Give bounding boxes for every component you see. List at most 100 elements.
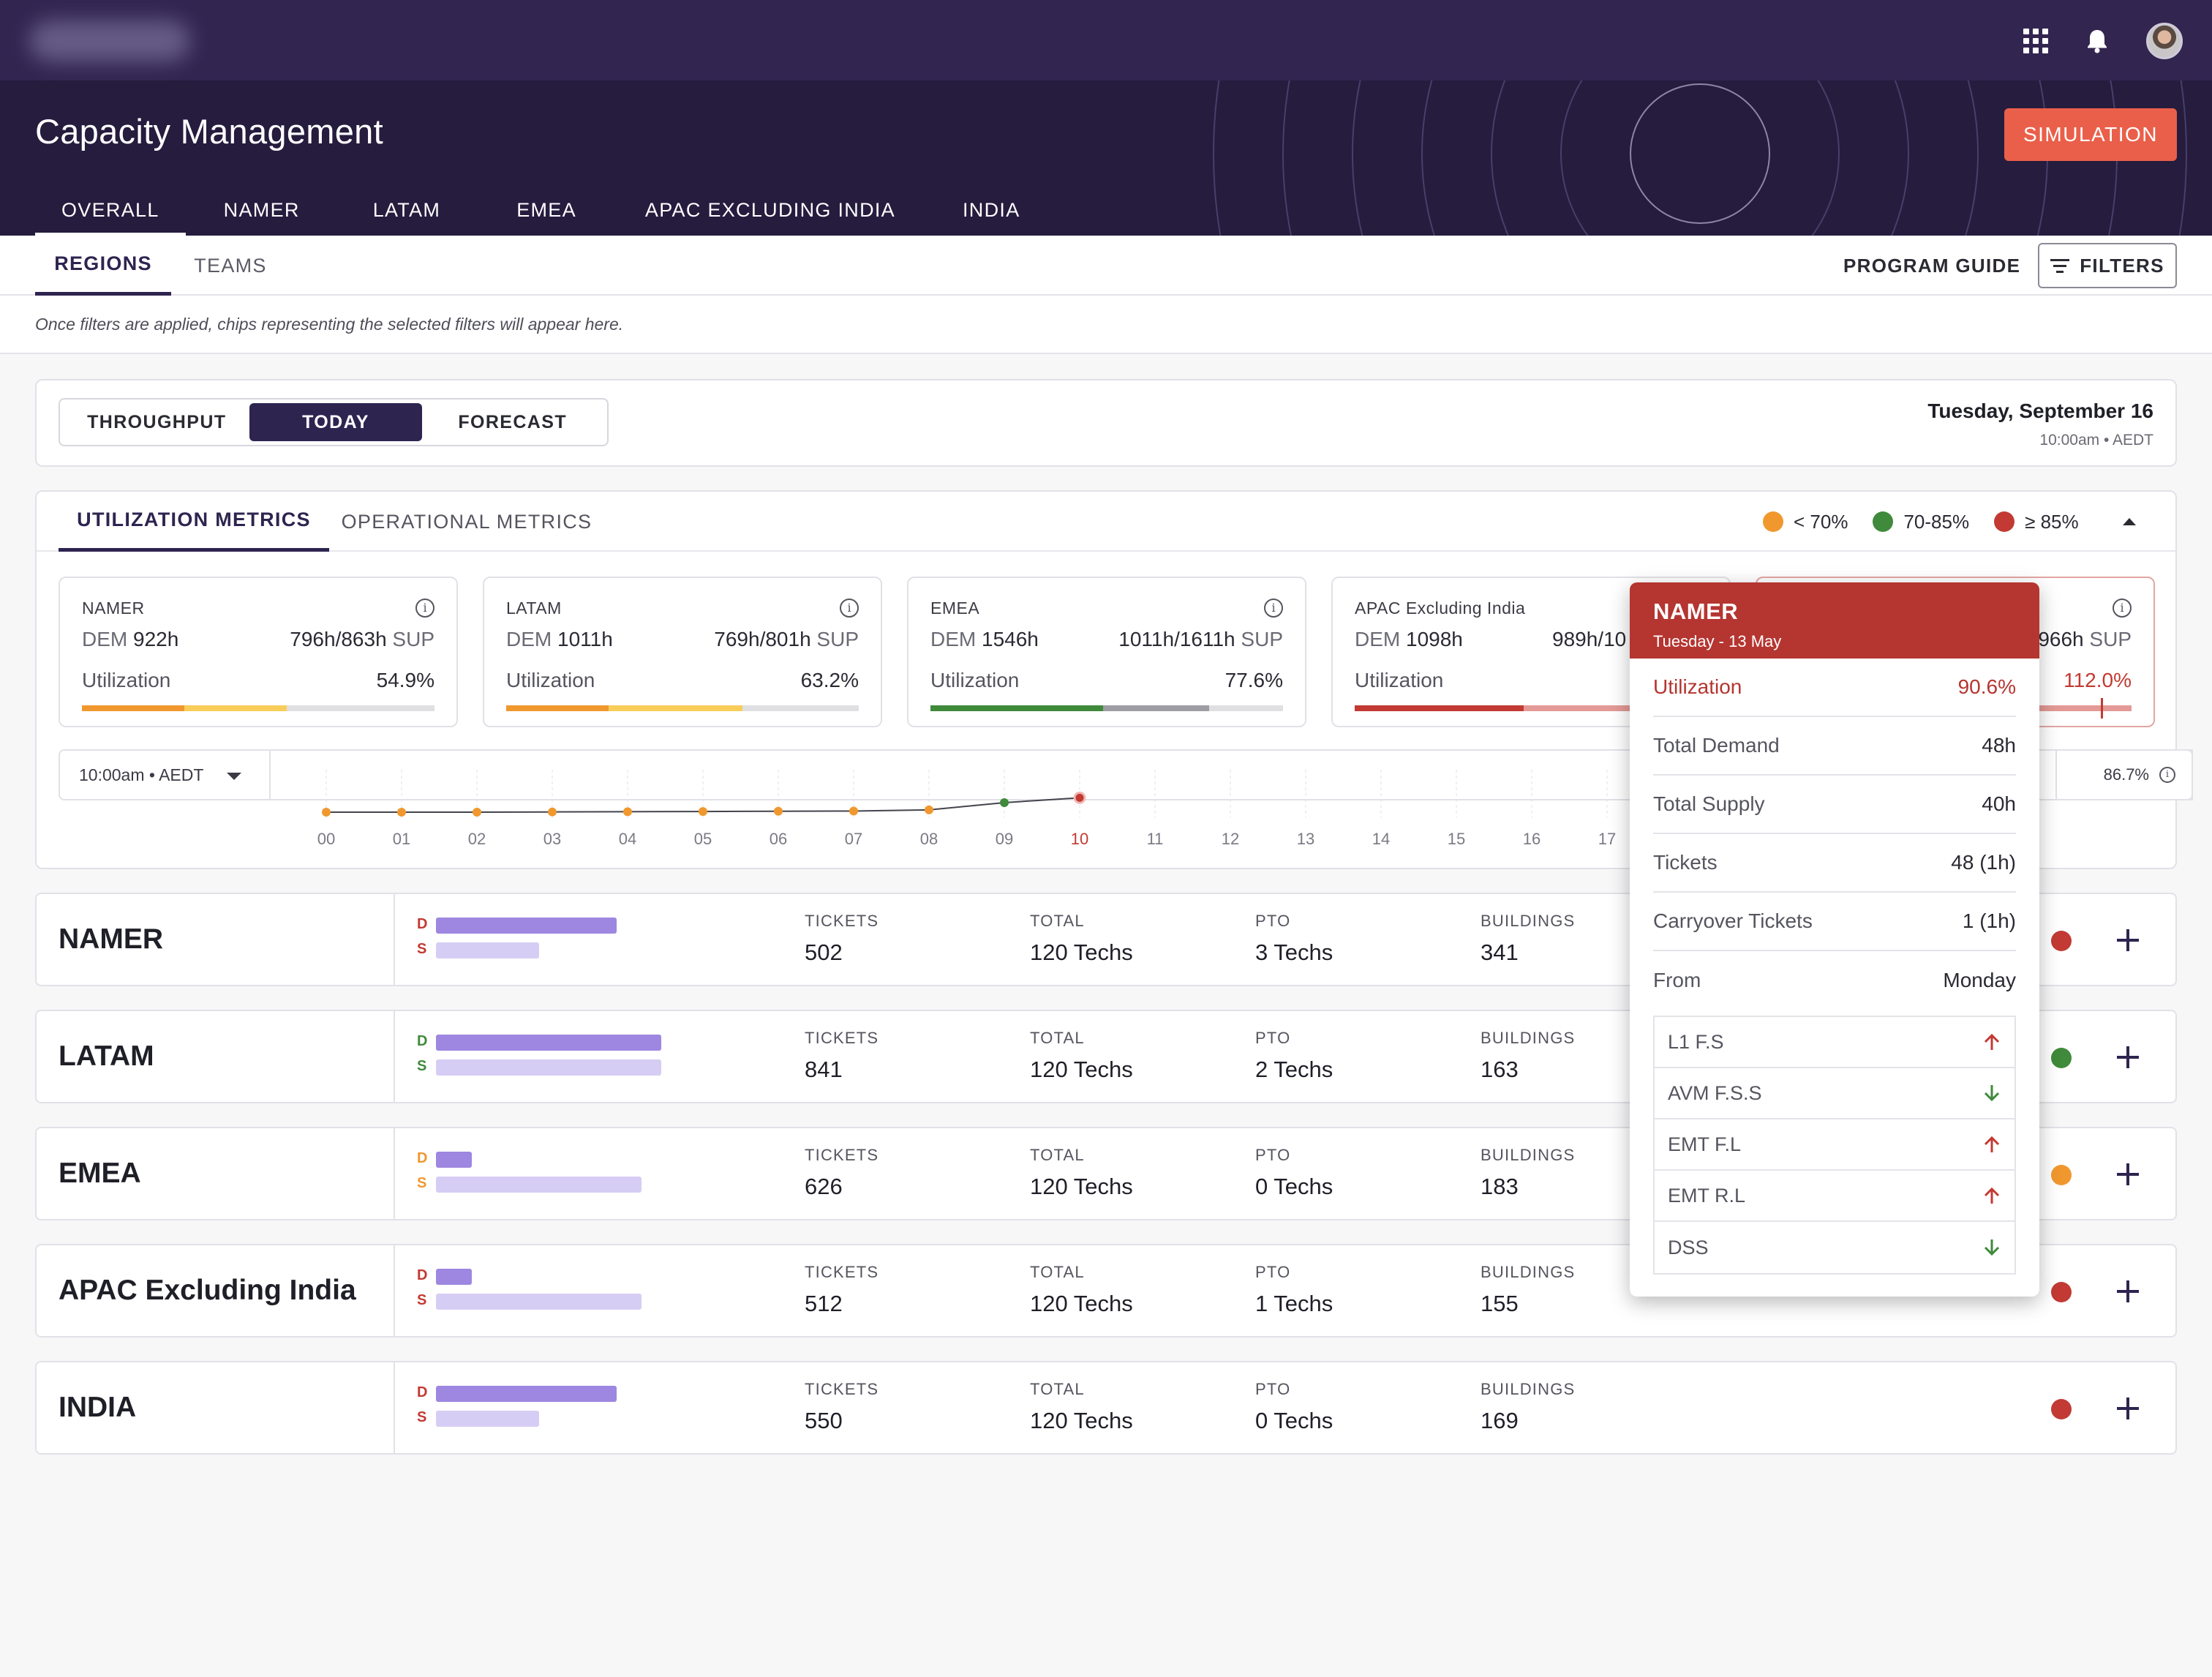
legend-mid: 70-85% [1873,511,1969,533]
popup-team-item[interactable]: EMT F.L [1655,1119,2014,1171]
utilization-point[interactable] [849,806,858,816]
current-date: Tuesday, September 16 [1927,399,2153,422]
info-icon[interactable]: i [415,599,434,618]
utilization-label: Utilization [82,669,171,691]
tab-overall[interactable]: OVERALL [35,189,186,236]
buildings-stat: BUILDINGS 163 [1481,1029,1575,1083]
pto-stat: PTO 0 Techs [1255,1380,1333,1434]
stat-value: 3 Techs [1255,939,1333,965]
simulation-button[interactable]: SIMULATION [2004,108,2177,161]
stat-label: TICKETS [805,1263,879,1281]
dem-value: 1011h [557,628,613,650]
metric-card-namer[interactable]: NAMER i DEM 922h 796h/863h SUP Utilizati… [59,577,458,727]
utilization-value: 54.9% [376,669,434,691]
tab-operational-metrics[interactable]: OPERATIONAL METRICS [341,510,592,533]
stat-value: 626 [805,1174,843,1199]
supply-label: S [417,1175,427,1191]
tab-emea[interactable]: EMEA [516,199,576,221]
apps-grid-icon[interactable] [2023,29,2048,53]
tab-apac-excluding-india[interactable]: APAC EXCLUDING INDIA [644,199,895,221]
popup-row-carryover-tickets: Carryover Tickets 1 (1h) [1653,893,2016,951]
info-icon[interactable]: i [840,599,859,618]
hour-tick-label: 04 [619,830,636,848]
tab-namer[interactable]: NAMER [223,199,300,221]
legend-high: ≥ 85% [1994,511,2079,533]
popup-header: NAMER Tuesday - 13 May [1630,582,2039,659]
total-stat: TOTAL 120 Techs [1030,1263,1133,1317]
total-stat: TOTAL 120 Techs [1030,912,1133,966]
hour-tick-label: 15 [1448,830,1465,848]
tab-teams[interactable]: TEAMS [194,254,267,277]
expand-plus-button[interactable] [2108,1272,2148,1311]
info-icon[interactable]: i [1264,599,1283,618]
user-avatar[interactable] [2146,23,2183,59]
info-icon[interactable]: i [2159,767,2175,783]
program-guide-link[interactable]: PROGRAM GUIDE [1843,254,2021,277]
popup-row-label: Tickets [1653,851,1718,874]
tab-utilization-metrics[interactable]: UTILIZATION METRICS [59,492,329,552]
tab-india[interactable]: INDIA [963,199,1020,221]
filters-button[interactable]: FILTERS [2038,243,2177,288]
metric-card-emea[interactable]: EMEA i DEM 1546h 1011h/1611h SUP Utiliza… [907,577,1306,727]
tab-latam[interactable]: LATAM [372,199,441,221]
time-select-dropdown[interactable]: 10:00am • AEDT [59,749,271,800]
metric-card-region: EMEA [930,599,980,618]
today-toggle[interactable]: TODAY [249,403,423,441]
metric-card-latam[interactable]: LATAM i DEM 1011h 769h/801h SUP Utilizat… [483,577,882,727]
row-divider [394,1011,395,1102]
stat-label: PTO [1255,1029,1291,1047]
utilization-point[interactable] [774,806,783,816]
time-select-value: 10:00am • AEDT [79,765,204,784]
popup-row-label: From [1653,969,1701,991]
arrow-down-icon [1984,1085,2000,1102]
utilization-point[interactable] [473,808,481,817]
stat-value: 550 [805,1408,843,1433]
status-dot-icon [2051,1165,2072,1185]
dem-label: DEM [930,628,977,650]
utilization-point[interactable] [397,808,406,817]
demand-bar [436,1386,617,1402]
popup-team-label: EMT F.L [1668,1133,1742,1155]
sup-value: 796h/863h [290,628,387,650]
utilization-label: Utilization [506,669,595,691]
supply-label: S [417,1292,427,1308]
sup-label: SUP [2089,628,2132,650]
utilization-bar [506,705,859,711]
info-icon[interactable]: i [2113,599,2132,618]
expand-plus-button[interactable] [2108,1038,2148,1077]
supply-bar [436,1177,642,1193]
stat-label: PTO [1255,1380,1291,1398]
buildings-stat: BUILDINGS 341 [1481,912,1575,966]
expand-plus-button[interactable] [2108,920,2148,960]
notifications-bell-icon[interactable] [2086,29,2108,53]
region-tabs: OVERALL NAMER LATAM EMEA APAC EXCLUDING … [35,189,1047,236]
popup-team-item[interactable]: DSS [1655,1222,2014,1273]
hour-tick-label: 10 [1071,830,1088,848]
utilization-point[interactable] [1000,798,1009,807]
utilization-point[interactable] [322,808,331,817]
popup-row-total-demand: Total Demand 48h [1653,717,2016,776]
utilization-point[interactable] [548,807,557,817]
popup-row-label: Utilization [1653,675,1742,698]
collapse-chevron-icon[interactable] [2122,518,2136,525]
demand-bar [436,1035,661,1051]
utilization-marker [2101,698,2103,719]
utilization-point[interactable] [925,805,933,814]
stat-value: 183 [1481,1174,1519,1199]
expand-plus-button[interactable] [2108,1155,2148,1194]
utilization-point[interactable] [623,807,632,817]
tab-regions[interactable]: REGIONS [35,236,171,296]
top-app-bar [0,0,2212,80]
expand-plus-button[interactable] [2108,1389,2148,1428]
utilization-point[interactable] [699,807,707,817]
utilization-point[interactable] [1073,791,1086,804]
region-row[interactable]: INDIA D S TICKETS 550 TOTAL 120 Techs PTO 0 Tech… [35,1361,2177,1455]
popup-team-item[interactable]: L1 F.S [1655,1017,2014,1068]
hour-tick-label: 16 [1523,830,1540,848]
throughput-toggle[interactable]: THROUGHPUT [87,411,227,432]
popup-team-item[interactable]: AVM F.S.S [1655,1068,2014,1119]
popup-team-item[interactable]: EMT R.L [1655,1171,2014,1222]
popup-team-label: DSS [1668,1236,1709,1258]
popup-row-label: Carryover Tickets [1653,909,1813,932]
forecast-toggle[interactable]: FORECAST [458,411,568,432]
